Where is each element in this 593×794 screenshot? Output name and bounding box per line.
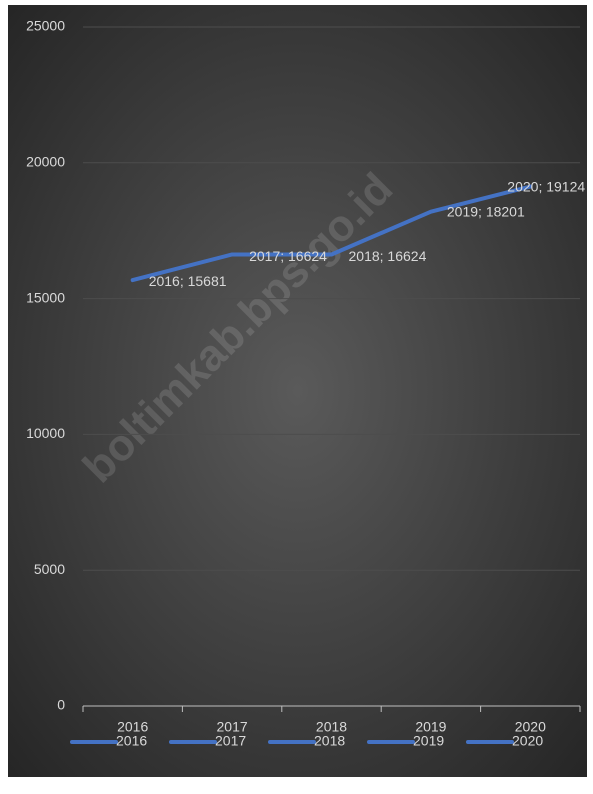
data-label: 2016; 15681 <box>149 273 227 289</box>
y-tick-label: 20000 <box>26 154 65 170</box>
data-label: 2017; 16624 <box>249 248 327 264</box>
legend-label: 2020 <box>512 733 543 749</box>
legend-label: 2017 <box>215 733 246 749</box>
x-tick-label: 2019 <box>415 719 446 735</box>
legend-label: 2019 <box>413 733 444 749</box>
x-tick-label: 2020 <box>515 719 546 735</box>
x-tick-label: 2016 <box>117 719 148 735</box>
data-label: 2019; 18201 <box>447 203 525 219</box>
x-tick-label: 2018 <box>316 719 347 735</box>
data-label: 2018; 16624 <box>349 248 427 264</box>
chart-background <box>8 5 587 777</box>
y-tick-label: 25000 <box>26 18 65 34</box>
legend-label: 2016 <box>116 733 147 749</box>
data-label: 2020; 19124 <box>507 178 585 194</box>
legend-label: 2018 <box>314 733 345 749</box>
y-tick-label: 0 <box>57 697 65 713</box>
y-tick-label: 15000 <box>26 289 65 305</box>
data-line <box>130 184 533 283</box>
y-tick-label: 5000 <box>34 561 65 577</box>
y-tick-label: 10000 <box>26 425 65 441</box>
x-tick-label: 2017 <box>217 719 248 735</box>
